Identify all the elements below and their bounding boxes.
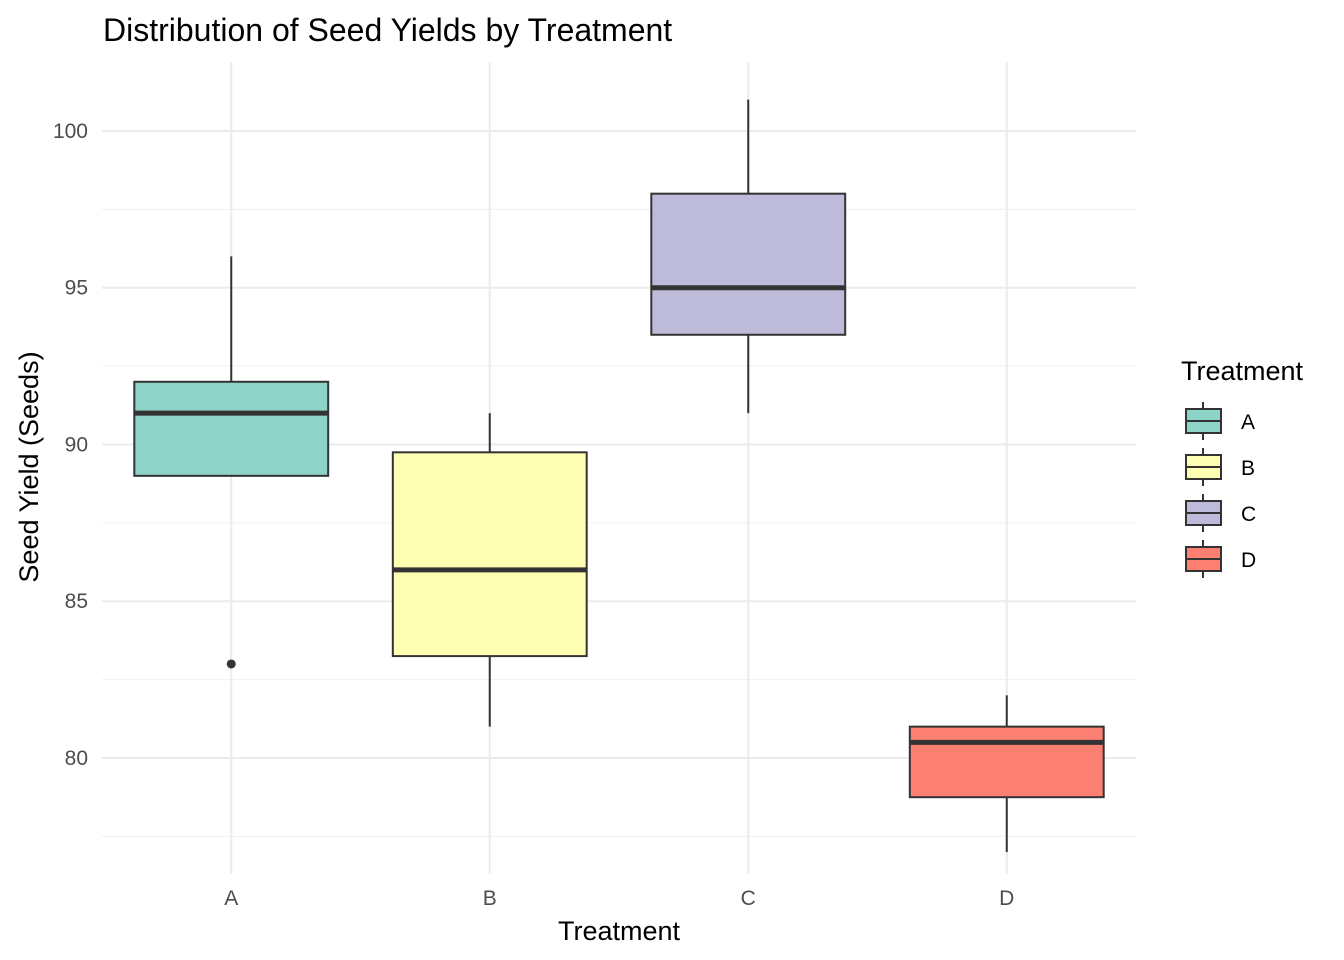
x-tick-label: D (999, 887, 1014, 910)
box-body (908, 725, 1105, 799)
legend-item-d: D (1185, 540, 1256, 578)
legend-item-a: A (1185, 402, 1255, 440)
x-axis-title: Treatment (558, 916, 681, 946)
x-tick-label: B (483, 887, 497, 910)
legend-item-c: C (1185, 494, 1256, 532)
y-axis-tick-labels: 80 85 90 95 100 (53, 120, 88, 770)
boxes (133, 99, 1105, 853)
legend-label: A (1241, 411, 1255, 434)
box-c (650, 99, 847, 414)
y-tick-label: 85 (65, 590, 88, 613)
y-tick-label: 80 (65, 747, 88, 770)
box-a (133, 256, 330, 669)
box-body (133, 380, 330, 477)
outlier-point (226, 659, 236, 669)
legend-label: C (1241, 503, 1256, 526)
x-tick-label: C (741, 887, 756, 910)
legend-label: B (1241, 457, 1255, 480)
y-axis-title: Seed Yield (Seeds) (14, 351, 44, 582)
legend-label: D (1241, 549, 1256, 572)
y-tick-label: 90 (65, 433, 88, 456)
x-axis-tick-labels: A B C D (224, 887, 1014, 910)
box-d (908, 695, 1105, 853)
y-tick-label: 95 (65, 277, 88, 300)
box-body (391, 451, 588, 658)
legend-item-b: B (1185, 448, 1255, 486)
box-body (650, 192, 847, 336)
legend-title: Treatment (1181, 356, 1304, 386)
box-b (391, 413, 588, 727)
chart-title: Distribution of Seed Yields by Treatment (103, 12, 672, 48)
x-tick-label: A (224, 887, 238, 910)
y-tick-label: 100 (53, 120, 88, 143)
